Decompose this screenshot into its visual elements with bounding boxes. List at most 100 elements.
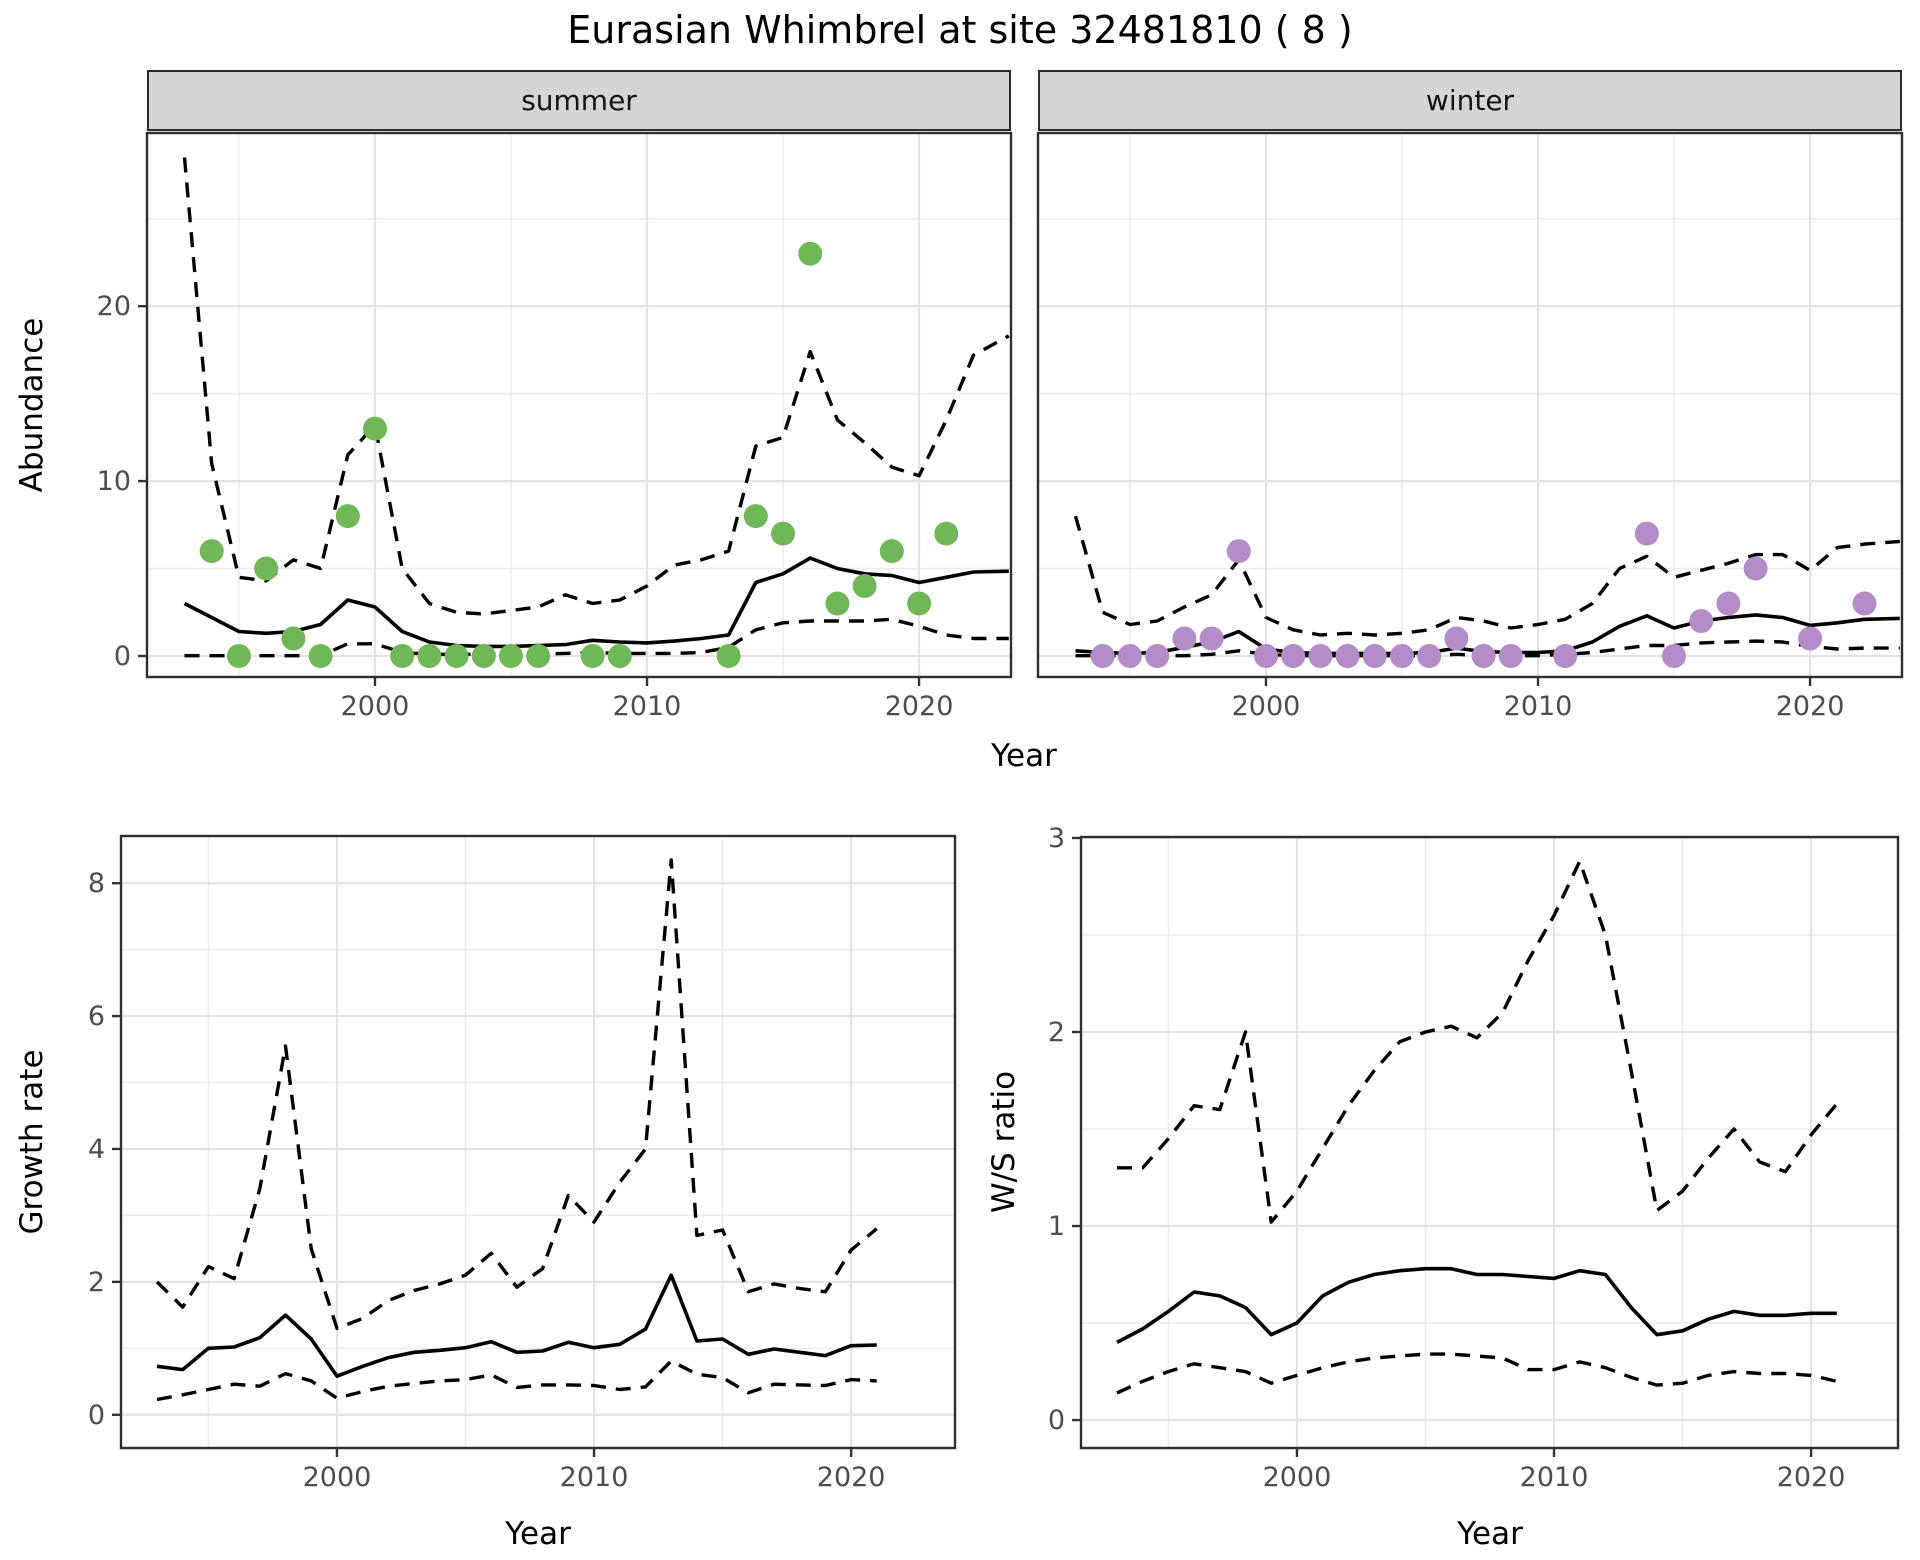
data-point-abundance-summer (716, 644, 741, 668)
upper-ci-line-ws-ratio (1117, 859, 1839, 1224)
y-tick-label: 0 (1048, 1405, 1065, 1436)
data-point-abundance-summer (499, 644, 523, 668)
lower-ci-line-ws-ratio (1116, 1352, 1838, 1395)
data-point-abundance-winter (1634, 521, 1659, 546)
data-point-abundance-summer (417, 644, 442, 668)
data-point-abundance-summer (254, 556, 279, 581)
data-point-abundance-summer (743, 504, 768, 529)
x-tick-label: 2010 (1520, 1462, 1589, 1493)
x-axis-title-year-growth: Year (505, 1516, 571, 1552)
lower-ci-line-growth-rate (156, 1359, 877, 1402)
data-point-abundance-summer (281, 626, 306, 651)
x-tick-label: 2000 (303, 1462, 372, 1493)
data-point-abundance-winter (1553, 644, 1578, 668)
data-point-abundance-summer (444, 644, 469, 668)
y-tick-label: 0 (114, 641, 131, 672)
data-point-abundance-summer (335, 504, 360, 529)
panel-background-abundance-summer (147, 133, 1011, 677)
y-axis-title-abundance: Abundance (14, 317, 50, 493)
data-point-abundance-winter (1117, 644, 1142, 668)
page-title: Eurasian Whimbrel at site 32481810 ( 8 ) (567, 8, 1353, 52)
y-axis-title-ws-ratio: W/S ratio (986, 1070, 1022, 1214)
y-tick-label: 1 (1048, 1211, 1065, 1242)
y-tick-label: 10 (97, 466, 131, 497)
facet-strip-summer-label: summer (521, 84, 637, 117)
data-point-abundance-winter (1226, 539, 1251, 564)
median-line-ws-ratio (1116, 1266, 1837, 1344)
data-point-abundance-summer (771, 521, 795, 546)
data-point-abundance-winter (1254, 644, 1278, 668)
x-axis-title-year-top: Year (991, 738, 1057, 774)
x-tick-label: 2020 (1777, 1462, 1846, 1493)
data-point-abundance-summer (607, 644, 632, 668)
data-point-abundance-summer (226, 644, 251, 668)
y-tick-label: 20 (97, 291, 131, 322)
panel-background-growth-rate (121, 836, 955, 1448)
panel-border-growth-rate (119, 834, 957, 1450)
panel-border-abundance-summer (145, 131, 1013, 679)
data-point-abundance-winter (1444, 626, 1469, 651)
data-point-abundance-winter (1498, 644, 1523, 668)
data-point-abundance-summer (526, 644, 551, 668)
data-point-abundance-summer (390, 644, 415, 668)
data-point-abundance-winter (1281, 644, 1306, 668)
data-point-abundance-winter (1172, 626, 1197, 651)
x-tick-label: 2020 (885, 691, 954, 722)
y-tick-label: 3 (1048, 823, 1065, 854)
x-tick-label: 2020 (1776, 691, 1845, 722)
upper-ci-line-abundance-summer (182, 157, 1010, 616)
data-point-abundance-winter (1308, 644, 1333, 668)
y-axis-title-growth-rate: Growth rate (14, 1049, 50, 1235)
data-point-abundance-winter (1145, 644, 1170, 668)
x-tick-label: 2010 (560, 1462, 629, 1493)
data-point-abundance-summer (798, 241, 823, 266)
y-tick-label: 4 (88, 1134, 105, 1165)
x-tick-label: 2020 (817, 1462, 886, 1493)
y-tick-label: 2 (88, 1267, 105, 1298)
panel-border-abundance-winter (1036, 131, 1904, 679)
data-point-abundance-summer (852, 574, 877, 598)
x-tick-label: 2000 (1263, 1462, 1332, 1493)
y-tick-label: 6 (88, 1001, 105, 1032)
median-line-growth-rate (156, 1273, 877, 1378)
x-tick-label: 2010 (613, 691, 682, 722)
upper-ci-line-growth-rate (155, 858, 878, 1331)
facet-strip-winter-label: winter (1425, 84, 1515, 117)
data-point-abundance-summer (471, 644, 496, 668)
data-point-abundance-summer (825, 591, 850, 616)
data-point-abundance-winter (1716, 591, 1741, 616)
data-point-abundance-winter (1662, 644, 1686, 668)
data-point-abundance-summer (308, 644, 333, 668)
x-axis-title-year-ws: Year (1457, 1516, 1523, 1552)
panel-background-abundance-winter (1038, 133, 1902, 677)
facet-strip-winter: winter (1038, 70, 1902, 131)
data-point-abundance-winter (1335, 644, 1360, 668)
data-point-abundance-summer (580, 644, 605, 668)
data-point-abundance-summer (199, 539, 224, 564)
data-point-abundance-winter (1743, 556, 1768, 581)
panel-background-ws-ratio (1081, 837, 1898, 1448)
data-point-abundance-summer (907, 591, 932, 616)
x-tick-label: 2000 (1232, 691, 1301, 722)
data-point-abundance-winter (1390, 644, 1414, 668)
panel-border-ws-ratio (1079, 835, 1900, 1450)
data-point-abundance-winter (1798, 626, 1823, 651)
y-tick-label: 0 (88, 1400, 105, 1431)
data-point-abundance-winter (1852, 591, 1877, 616)
y-tick-label: 8 (88, 868, 105, 899)
facet-strip-summer: summer (147, 70, 1011, 131)
median-line-abundance-summer (183, 556, 1009, 649)
data-point-abundance-winter (1471, 644, 1496, 668)
data-point-abundance-winter (1689, 609, 1714, 633)
data-point-abundance-summer (879, 539, 904, 564)
upper-ci-line-abundance-winter (1073, 515, 1900, 637)
data-point-abundance-winter (1090, 644, 1115, 668)
data-point-abundance-winter (1199, 626, 1224, 651)
data-point-abundance-winter (1362, 644, 1387, 668)
x-tick-label: 2010 (1504, 691, 1573, 722)
x-tick-label: 2000 (341, 691, 410, 722)
data-point-abundance-summer (363, 416, 387, 441)
data-point-abundance-summer (934, 521, 959, 546)
